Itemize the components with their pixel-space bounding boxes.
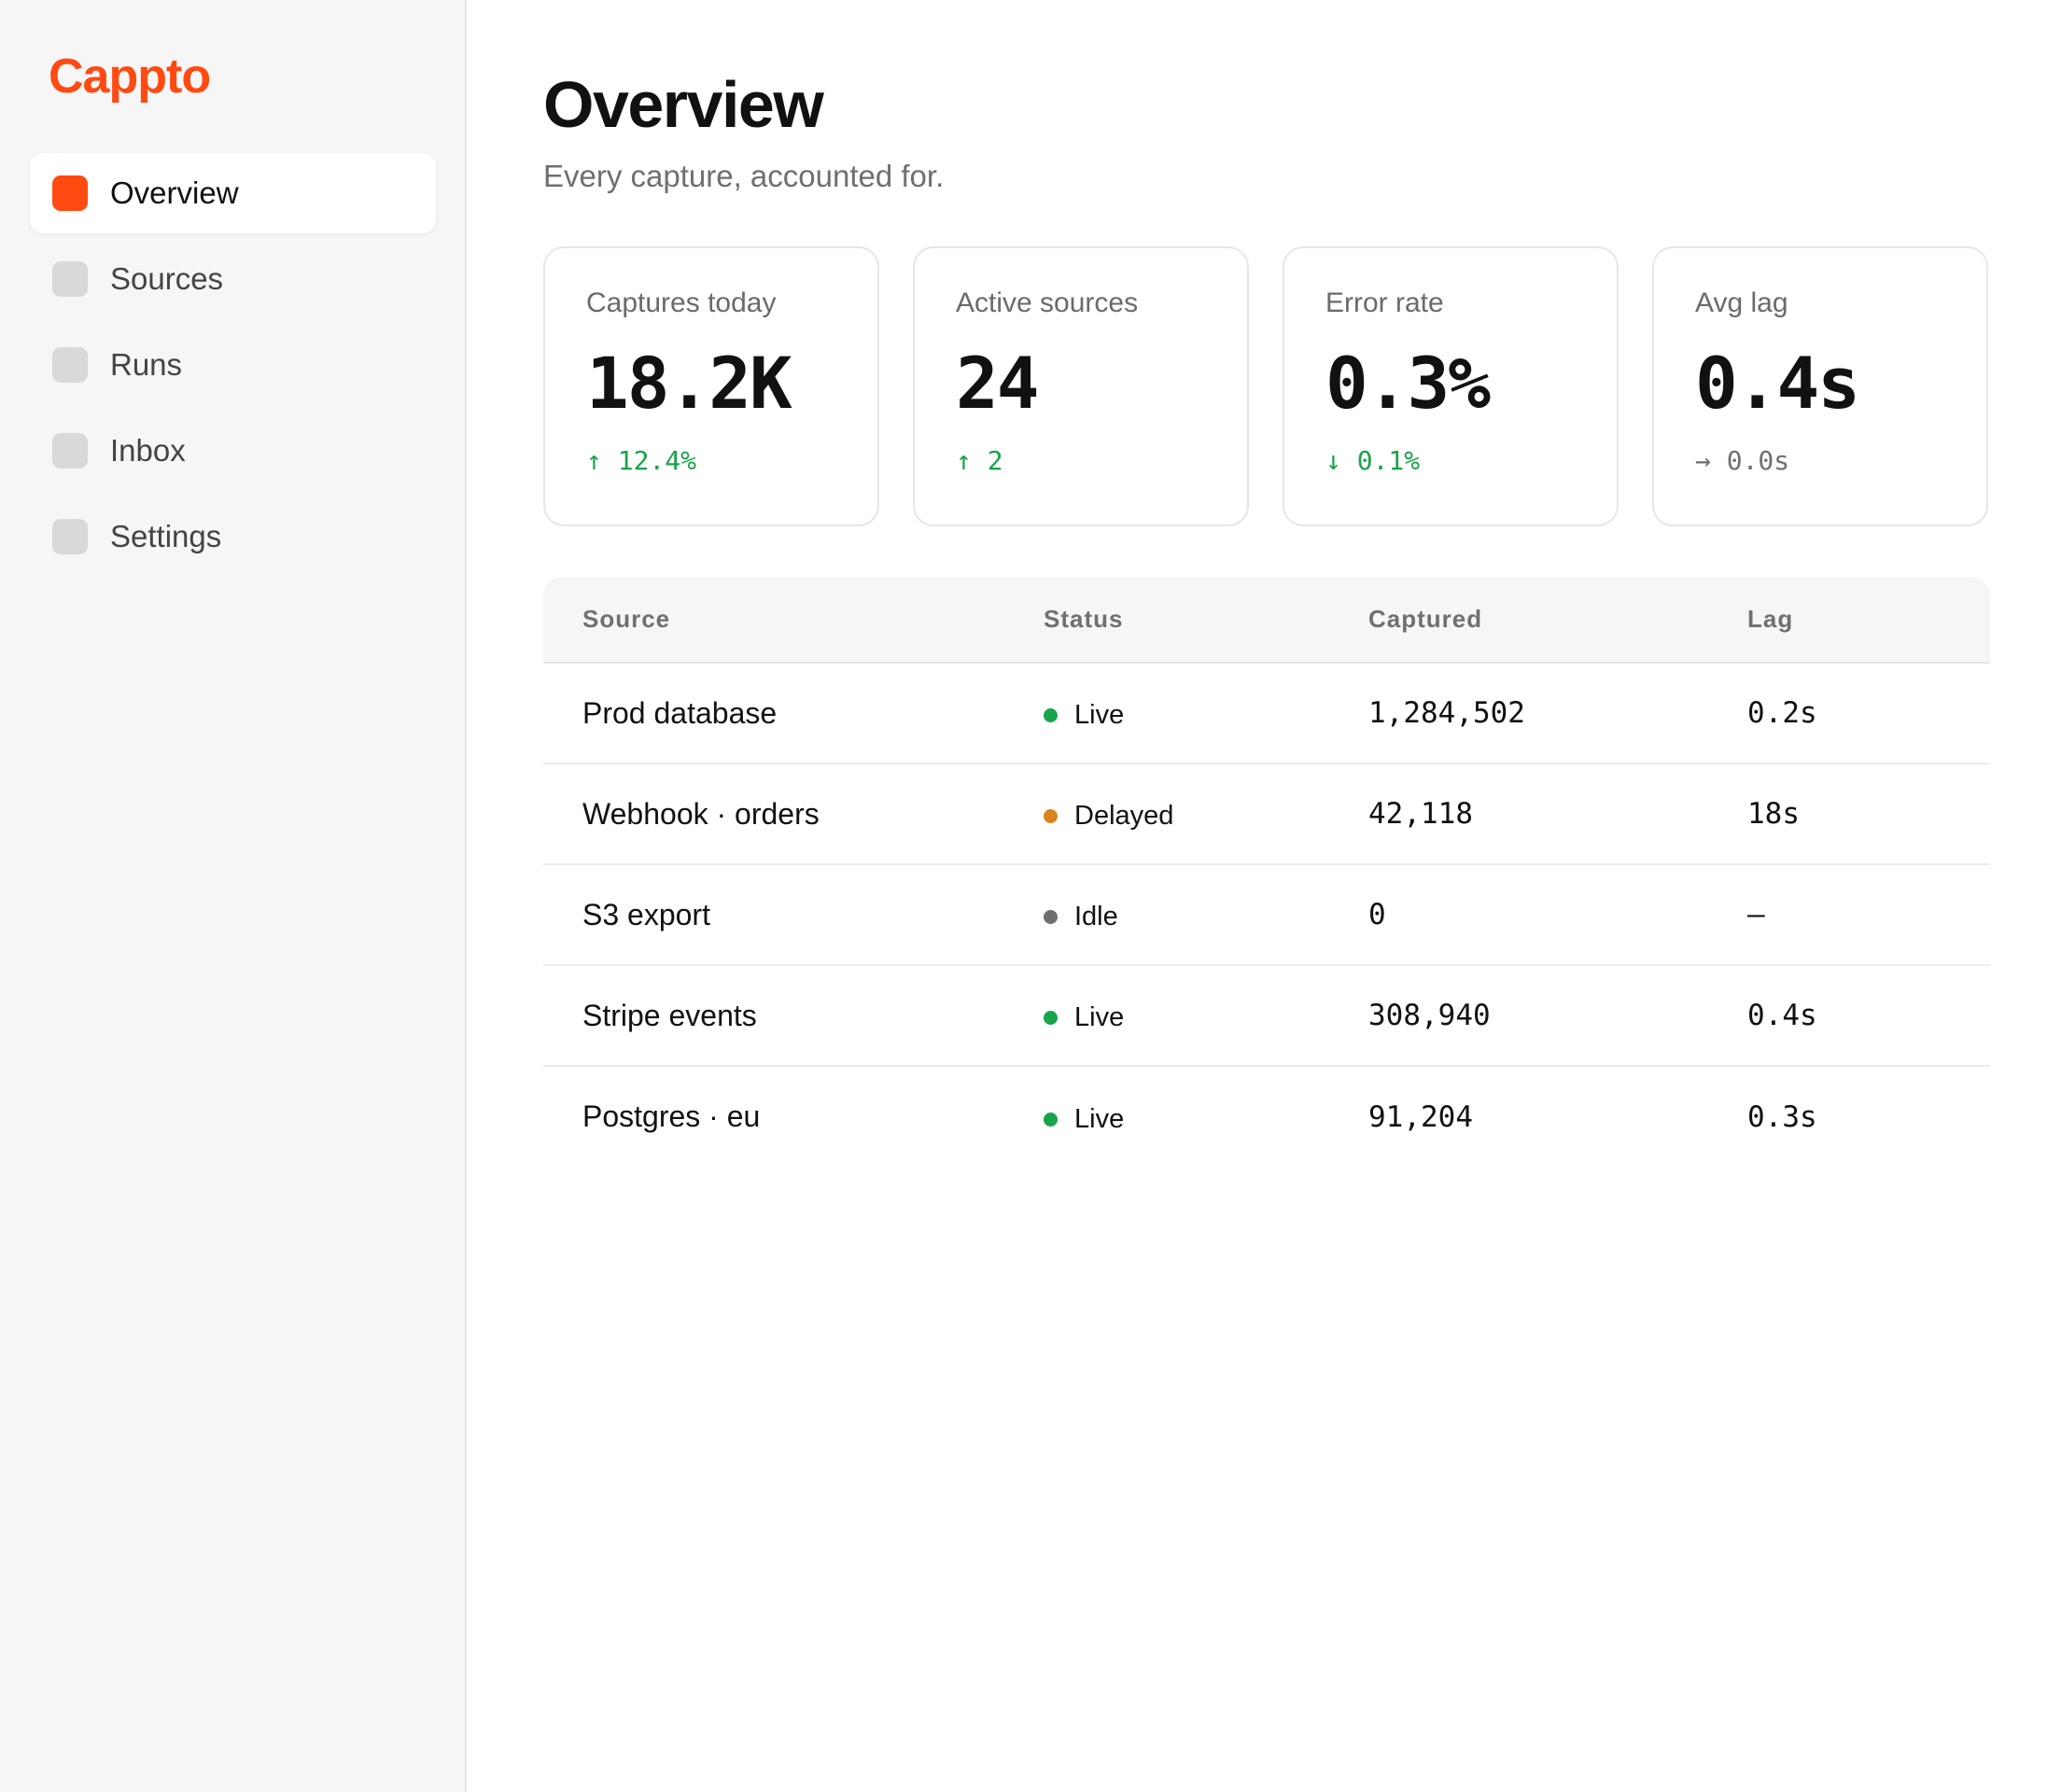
table-row[interactable]: Webhook · orders Delayed 42,118 18s	[543, 763, 1990, 865]
status-cell: Live	[1044, 965, 1368, 1067]
stat-card-active-sources: Active sources 24 ↑ 2	[913, 246, 1249, 526]
sources-icon	[52, 261, 88, 297]
status-badge: Live	[1044, 1104, 1124, 1135]
status-label: Live	[1074, 1103, 1125, 1134]
column-header-captured[interactable]: Captured	[1368, 577, 1747, 664]
table-row[interactable]: Postgres · eu Live 91,204 0.3s	[543, 1066, 1990, 1167]
captured-count: 42,118	[1368, 763, 1747, 865]
table-header-row: Source Status Captured Lag	[543, 577, 1990, 664]
status-dot-icon	[1044, 910, 1058, 924]
stat-delta: ↑ 12.4%	[586, 445, 697, 476]
status-label: Live	[1074, 700, 1125, 730]
lag-value: 18s	[1747, 763, 1990, 865]
stat-label: Active sources	[956, 287, 1139, 318]
page-subtitle: Every capture, accounted for.	[543, 159, 945, 193]
status-badge: Delayed	[1044, 801, 1173, 832]
overview-icon	[52, 175, 88, 211]
stat-label: Captures today	[586, 287, 777, 318]
brand-logo[interactable]: Cappto	[49, 49, 211, 104]
stat-value: 24	[956, 342, 1040, 425]
source-name: Prod database	[543, 663, 1044, 764]
status-label: Live	[1074, 1002, 1125, 1032]
column-header-status[interactable]: Status	[1044, 577, 1368, 664]
status-cell: Delayed	[1044, 763, 1368, 865]
status-dot-icon	[1044, 1112, 1058, 1127]
stat-card-error-rate: Error rate 0.3% ↓ 0.1%	[1283, 246, 1619, 526]
status-cell: Live	[1044, 1066, 1368, 1167]
table-row[interactable]: Prod database Live 1,284,502 0.2s	[543, 663, 1990, 764]
page-title: Overview	[543, 68, 824, 141]
stat-card-captures-today: Captures today 18.2K ↑ 12.4%	[543, 246, 879, 526]
status-label: Idle	[1074, 902, 1118, 931]
lag-value: 0.3s	[1747, 1099, 1817, 1134]
sidebar-item-sources[interactable]: Sources	[30, 239, 436, 319]
source-name: Stripe events	[543, 965, 1044, 1067]
captured-count: 91,204	[1368, 1099, 1473, 1134]
stat-card-avg-lag: Avg lag 0.4s → 0.0s	[1652, 246, 1988, 526]
lag-value: 0.2s	[1747, 663, 1990, 764]
sidebar-item-settings[interactable]: Settings	[30, 497, 436, 577]
status-cell: Idle	[1044, 864, 1368, 966]
status-badge: Live	[1044, 1002, 1124, 1033]
status-label: Delayed	[1074, 801, 1174, 831]
column-header-lag[interactable]: Lag	[1747, 577, 1990, 664]
status-badge: Idle	[1044, 902, 1118, 932]
table-row[interactable]: S3 export Idle 0 —	[543, 864, 1990, 966]
captured-count: 0	[1368, 864, 1747, 966]
table-row[interactable]: Stripe events Live 308,940 0.4s	[543, 965, 1990, 1067]
lag-value: —	[1747, 864, 1990, 966]
sidebar-item-inbox[interactable]: Inbox	[30, 411, 436, 491]
settings-icon	[52, 519, 88, 554]
sources-table: Source Status Captured Lag Prod database…	[543, 577, 1990, 1167]
source-name: S3 export	[543, 864, 1044, 966]
stat-cards: Captures today 18.2K ↑ 12.4% Active sour…	[543, 246, 1990, 526]
source-name: Webhook · orders	[543, 763, 1044, 865]
sidebar: Cappto Overview Sources Runs Inbox Setti…	[0, 0, 467, 1792]
runs-icon	[52, 347, 88, 383]
captured-count: 1,284,502	[1368, 663, 1747, 764]
sidebar-item-label: Overview	[110, 175, 239, 210]
status-badge: Live	[1044, 700, 1124, 731]
stat-value: 18.2K	[586, 342, 792, 425]
status-cell: Live	[1044, 663, 1368, 764]
lag-value: 0.4s	[1747, 965, 1990, 1067]
stat-value: 0.4s	[1695, 342, 1860, 425]
captured-count: 308,940	[1368, 965, 1747, 1067]
source-name: Postgres · eu	[582, 1099, 761, 1133]
sidebar-item-label: Settings	[110, 519, 222, 553]
status-dot-icon	[1044, 1011, 1058, 1025]
sidebar-item-label: Runs	[110, 347, 183, 382]
sidebar-item-overview[interactable]: Overview	[30, 153, 436, 233]
sidebar-item-label: Inbox	[110, 433, 186, 468]
sidebar-item-runs[interactable]: Runs	[30, 325, 436, 405]
sidebar-item-label: Sources	[110, 261, 224, 296]
inbox-icon	[52, 433, 88, 469]
sidebar-nav: Overview Sources Runs Inbox Settings	[30, 153, 436, 582]
stat-delta: → 0.0s	[1695, 445, 1790, 476]
column-header-source[interactable]: Source	[543, 577, 1044, 664]
status-dot-icon	[1044, 809, 1058, 823]
stat-label: Error rate	[1325, 287, 1444, 318]
stat-label: Avg lag	[1695, 287, 1788, 318]
stat-value: 0.3%	[1325, 342, 1491, 425]
stat-delta: ↓ 0.1%	[1325, 445, 1421, 476]
stat-delta: ↑ 2	[956, 445, 1003, 476]
status-dot-icon	[1044, 708, 1058, 722]
